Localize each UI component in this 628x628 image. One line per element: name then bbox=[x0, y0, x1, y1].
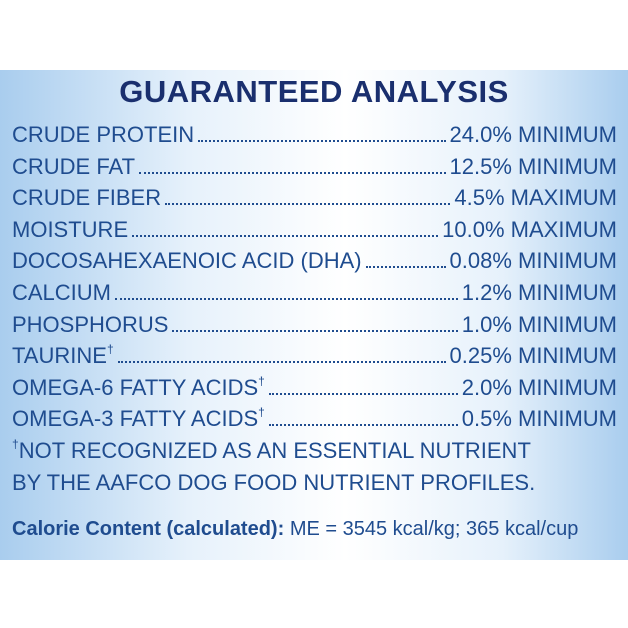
leader-dots bbox=[117, 361, 446, 364]
nutrient-value: 0.5% MINIMUM bbox=[461, 406, 617, 432]
calorie-label: Calorie Content (calculated): bbox=[12, 518, 285, 540]
nutrient-value: 1.0% MINIMUM bbox=[461, 311, 617, 337]
nutrient-text: OMEGA-6 FATTY ACIDS bbox=[12, 374, 259, 400]
nutrient-name: MOISTURE bbox=[12, 217, 128, 243]
nutrient-value: 24.0% MINIMUM bbox=[449, 122, 617, 147]
leader-dots bbox=[132, 234, 439, 237]
title: GUARANTEED ANALYSIS bbox=[119, 74, 509, 109]
leader-dots bbox=[139, 171, 446, 174]
nutrient-text: CRUDE PROTEIN bbox=[12, 122, 195, 147]
analysis-row: DOCOSAHEXAENOIC ACID (DHA) 0.08% MINIMUM bbox=[12, 244, 617, 274]
analysis-row: OMEGA-6 FATTY ACIDS† 2.0% MINIMUM bbox=[12, 371, 617, 401]
nutrient-name: CALCIUM bbox=[12, 280, 111, 306]
leader-dots bbox=[165, 203, 451, 206]
footnote-text: NOT RECOGNIZED AS AN ESSENTIAL NUTRIENT bbox=[18, 438, 531, 463]
nutrient-value: 12.5% MINIMUM bbox=[449, 153, 617, 179]
dagger: † bbox=[106, 342, 114, 357]
nutrient-text: CRUDE FIBER bbox=[12, 185, 162, 211]
nutrient-value: 2.0% MINIMUM bbox=[461, 374, 617, 400]
calorie-text: ME = 3545 kcal/kg; 365 kcal/cup bbox=[289, 518, 579, 540]
analysis-row: MOISTURE 10.0% MAXIMUM bbox=[12, 213, 617, 243]
panel bbox=[0, 70, 628, 560]
nutrient-name: OMEGA-6 FATTY ACIDS† bbox=[12, 375, 265, 401]
nutrient-text: PHOSPHORUS bbox=[12, 311, 169, 337]
analysis-row: TAURINE† 0.25% MINIMUM bbox=[12, 339, 617, 369]
leader-dots bbox=[365, 266, 446, 269]
leader-dots bbox=[172, 329, 458, 332]
nutrient-text: OMEGA-3 FATTY ACIDS bbox=[12, 406, 259, 432]
leader-dots bbox=[198, 140, 446, 142]
nutrient-text: MOISTURE bbox=[12, 216, 129, 242]
nutrient-text: CRUDE FAT bbox=[12, 153, 136, 179]
leader-dots bbox=[115, 298, 458, 300]
leader-dots bbox=[268, 392, 458, 395]
nutrient-text: CALCIUM bbox=[12, 280, 112, 305]
nutrient-name: DOCOSAHEXAENOIC ACID (DHA) bbox=[12, 248, 362, 274]
nutrient-value: 0.25% MINIMUM bbox=[449, 343, 617, 369]
analysis-row: CRUDE FAT 12.5% MINIMUM bbox=[12, 150, 617, 180]
nutrient-text: TAURINE bbox=[12, 343, 107, 369]
dagger: † bbox=[12, 437, 19, 451]
footnote-line: BY THE AAFCO DOG FOOD NUTRIENT PROFILES. bbox=[12, 470, 536, 495]
footnote-line: †NOT RECOGNIZED AS AN ESSENTIAL NUTRIENT bbox=[12, 438, 531, 464]
analysis-row: OMEGA-3 FATTY ACIDS† 0.5% MINIMUM bbox=[12, 402, 617, 432]
analysis-row: CALCIUM 1.2% MINIMUM bbox=[12, 276, 617, 306]
nutrient-value: 1.2% MINIMUM bbox=[461, 280, 617, 305]
analysis-row: PHOSPHORUS 1.0% MINIMUM bbox=[12, 308, 617, 338]
nutrient-value: 4.5% MAXIMUM bbox=[454, 185, 617, 211]
leader-dots bbox=[268, 424, 458, 427]
nutrient-name: CRUDE PROTEIN bbox=[12, 122, 194, 148]
dagger: † bbox=[258, 405, 265, 420]
nutrient-name: PHOSPHORUS bbox=[12, 312, 168, 338]
nutrient-value: 0.08% MINIMUM bbox=[449, 248, 617, 274]
nutrient-text: DOCOSAHEXAENOIC ACID (DHA) bbox=[12, 248, 362, 274]
dagger: † bbox=[258, 373, 265, 388]
nutrient-name: TAURINE† bbox=[12, 343, 114, 369]
analysis-row: CRUDE FIBER 4.5% MAXIMUM bbox=[12, 181, 617, 211]
nutrient-name: CRUDE FIBER bbox=[12, 185, 161, 211]
calorie-content: Calorie Content (calculated): ME = 3545 … bbox=[12, 518, 578, 541]
analysis-row: CRUDE PROTEIN 24.0% MINIMUM bbox=[12, 118, 617, 148]
nutrient-name: OMEGA-3 FATTY ACIDS† bbox=[12, 406, 265, 432]
nutrient-name: CRUDE FAT bbox=[12, 154, 135, 180]
nutrient-value: 10.0% MAXIMUM bbox=[442, 216, 617, 242]
